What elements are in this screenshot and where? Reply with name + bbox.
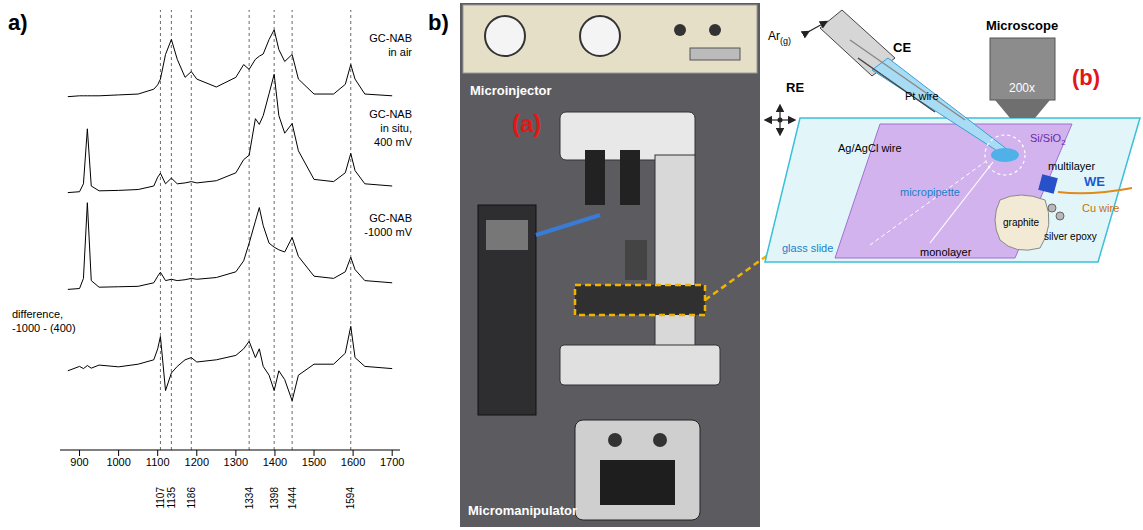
- svg-text:1500: 1500: [302, 456, 326, 468]
- svg-text:1000: 1000: [106, 456, 130, 468]
- svg-text:(b): (b): [1072, 65, 1100, 90]
- svg-text:900: 900: [70, 456, 88, 468]
- svg-text:1398: 1398: [269, 487, 280, 510]
- svg-text:micropipette: micropipette: [900, 186, 960, 198]
- svg-text:WE: WE: [1084, 174, 1105, 189]
- svg-text:1700: 1700: [380, 456, 404, 468]
- svg-text:GC-NABin air: GC-NABin air: [369, 32, 412, 58]
- svg-text:1300: 1300: [224, 456, 248, 468]
- svg-text:CE: CE: [893, 40, 911, 55]
- svg-text:GC-NAB-1000 mV: GC-NAB-1000 mV: [364, 212, 412, 238]
- svg-text:difference,-1000 - (400): difference,-1000 - (400): [12, 308, 76, 334]
- svg-text:b): b): [428, 10, 449, 35]
- svg-text:a): a): [8, 10, 28, 35]
- svg-text:200x: 200x: [1009, 81, 1035, 95]
- svg-text:1444: 1444: [287, 487, 298, 510]
- svg-text:1100: 1100: [146, 456, 170, 468]
- svg-text:1200: 1200: [185, 456, 209, 468]
- svg-text:Micromanipulator: Micromanipulator: [468, 503, 577, 518]
- svg-text:silver epoxy: silver epoxy: [1044, 231, 1097, 242]
- svg-text:Ag/AgCl wire: Ag/AgCl wire: [838, 142, 902, 154]
- svg-text:Si/SiO2: Si/SiO2: [1030, 132, 1066, 147]
- svg-text:graphite: graphite: [1003, 217, 1040, 228]
- svg-text:Microscope: Microscope: [986, 18, 1058, 33]
- svg-text:multilayer: multilayer: [1048, 160, 1095, 172]
- svg-text:Ar(g): Ar(g): [768, 29, 791, 46]
- svg-text:glass slide: glass slide: [782, 242, 833, 254]
- svg-text:monolayer: monolayer: [920, 246, 972, 258]
- svg-text:1334: 1334: [244, 487, 255, 510]
- svg-text:RE: RE: [786, 80, 804, 95]
- svg-text:1594: 1594: [345, 487, 356, 510]
- svg-text:1135: 1135: [166, 487, 177, 509]
- svg-text:1600: 1600: [341, 456, 365, 468]
- svg-text:Microinjector: Microinjector: [470, 83, 552, 98]
- svg-text:Pt wire: Pt wire: [905, 90, 939, 102]
- svg-text:1186: 1186: [186, 487, 197, 509]
- svg-text:1107: 1107: [155, 487, 166, 509]
- svg-text:1400: 1400: [263, 456, 287, 468]
- svg-text:Cu wire: Cu wire: [1082, 202, 1119, 214]
- svg-text:(a): (a): [512, 110, 541, 137]
- svg-text:GC-NABin situ,400 mV: GC-NABin situ,400 mV: [369, 108, 412, 148]
